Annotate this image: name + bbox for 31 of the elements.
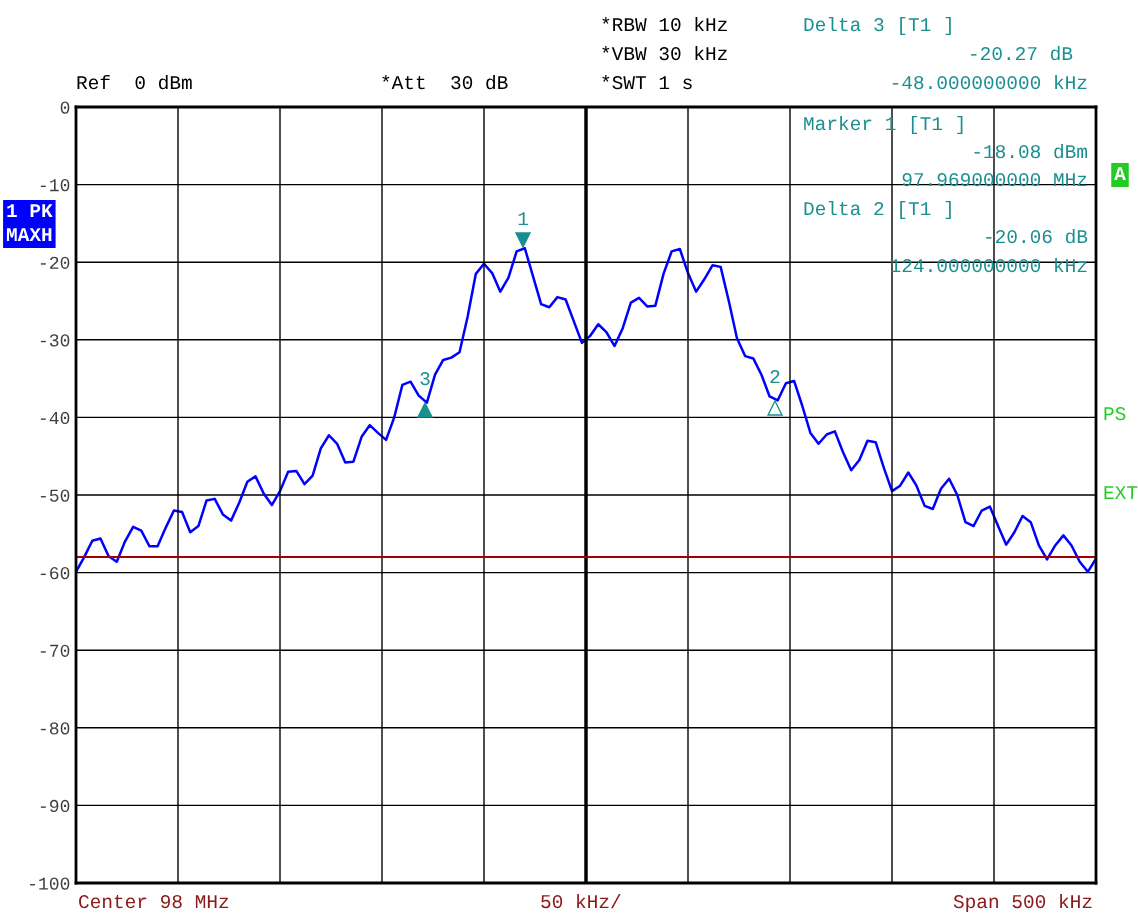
y-tick-label: -70 bbox=[40, 644, 70, 657]
y-tick-label: -60 bbox=[40, 567, 70, 580]
text: 1 PK bbox=[7, 204, 53, 218]
text: PS bbox=[1104, 407, 1126, 421]
y-tick-label: -40 bbox=[40, 411, 70, 425]
y-tick-label: 0 bbox=[60, 101, 70, 114]
y-tick-label: -80 bbox=[40, 722, 70, 735]
text: -20.27 dB bbox=[971, 45, 1073, 61]
text: *SWT 1 s bbox=[602, 74, 692, 90]
y-tick-label: -20 bbox=[40, 256, 70, 269]
y-tick-label: -10 bbox=[40, 179, 70, 192]
annotation: 3 bbox=[420, 372, 430, 386]
annotation: Delta 2 [T1 ] bbox=[804, 200, 951, 220]
text: -48.000000000 kHz bbox=[892, 74, 1087, 90]
text: EXT bbox=[1104, 486, 1138, 500]
annotation: 1 bbox=[518, 212, 528, 226]
text: 50 kHz/ bbox=[541, 893, 621, 909]
text: A bbox=[1114, 167, 1126, 181]
annotation: 2 bbox=[770, 370, 780, 384]
text: *VBW 30 kHz bbox=[602, 45, 727, 61]
text: MAXH bbox=[6, 228, 52, 242]
text: Span 500 kHz bbox=[953, 893, 1092, 913]
y-tick-label: -30 bbox=[40, 334, 70, 347]
y-tick-label: -90 bbox=[40, 799, 70, 813]
text: Delta 3 [T1 ] bbox=[804, 16, 951, 36]
text: Center 98 MHz bbox=[79, 895, 229, 909]
y-tick-label: -50 bbox=[40, 489, 70, 502]
y-tick-label: -100 bbox=[30, 877, 70, 890]
text: *Att 30 dB bbox=[382, 74, 508, 90]
text: Ref 0 dBm bbox=[77, 74, 192, 90]
text: *RBW 10 kHz bbox=[602, 16, 727, 32]
